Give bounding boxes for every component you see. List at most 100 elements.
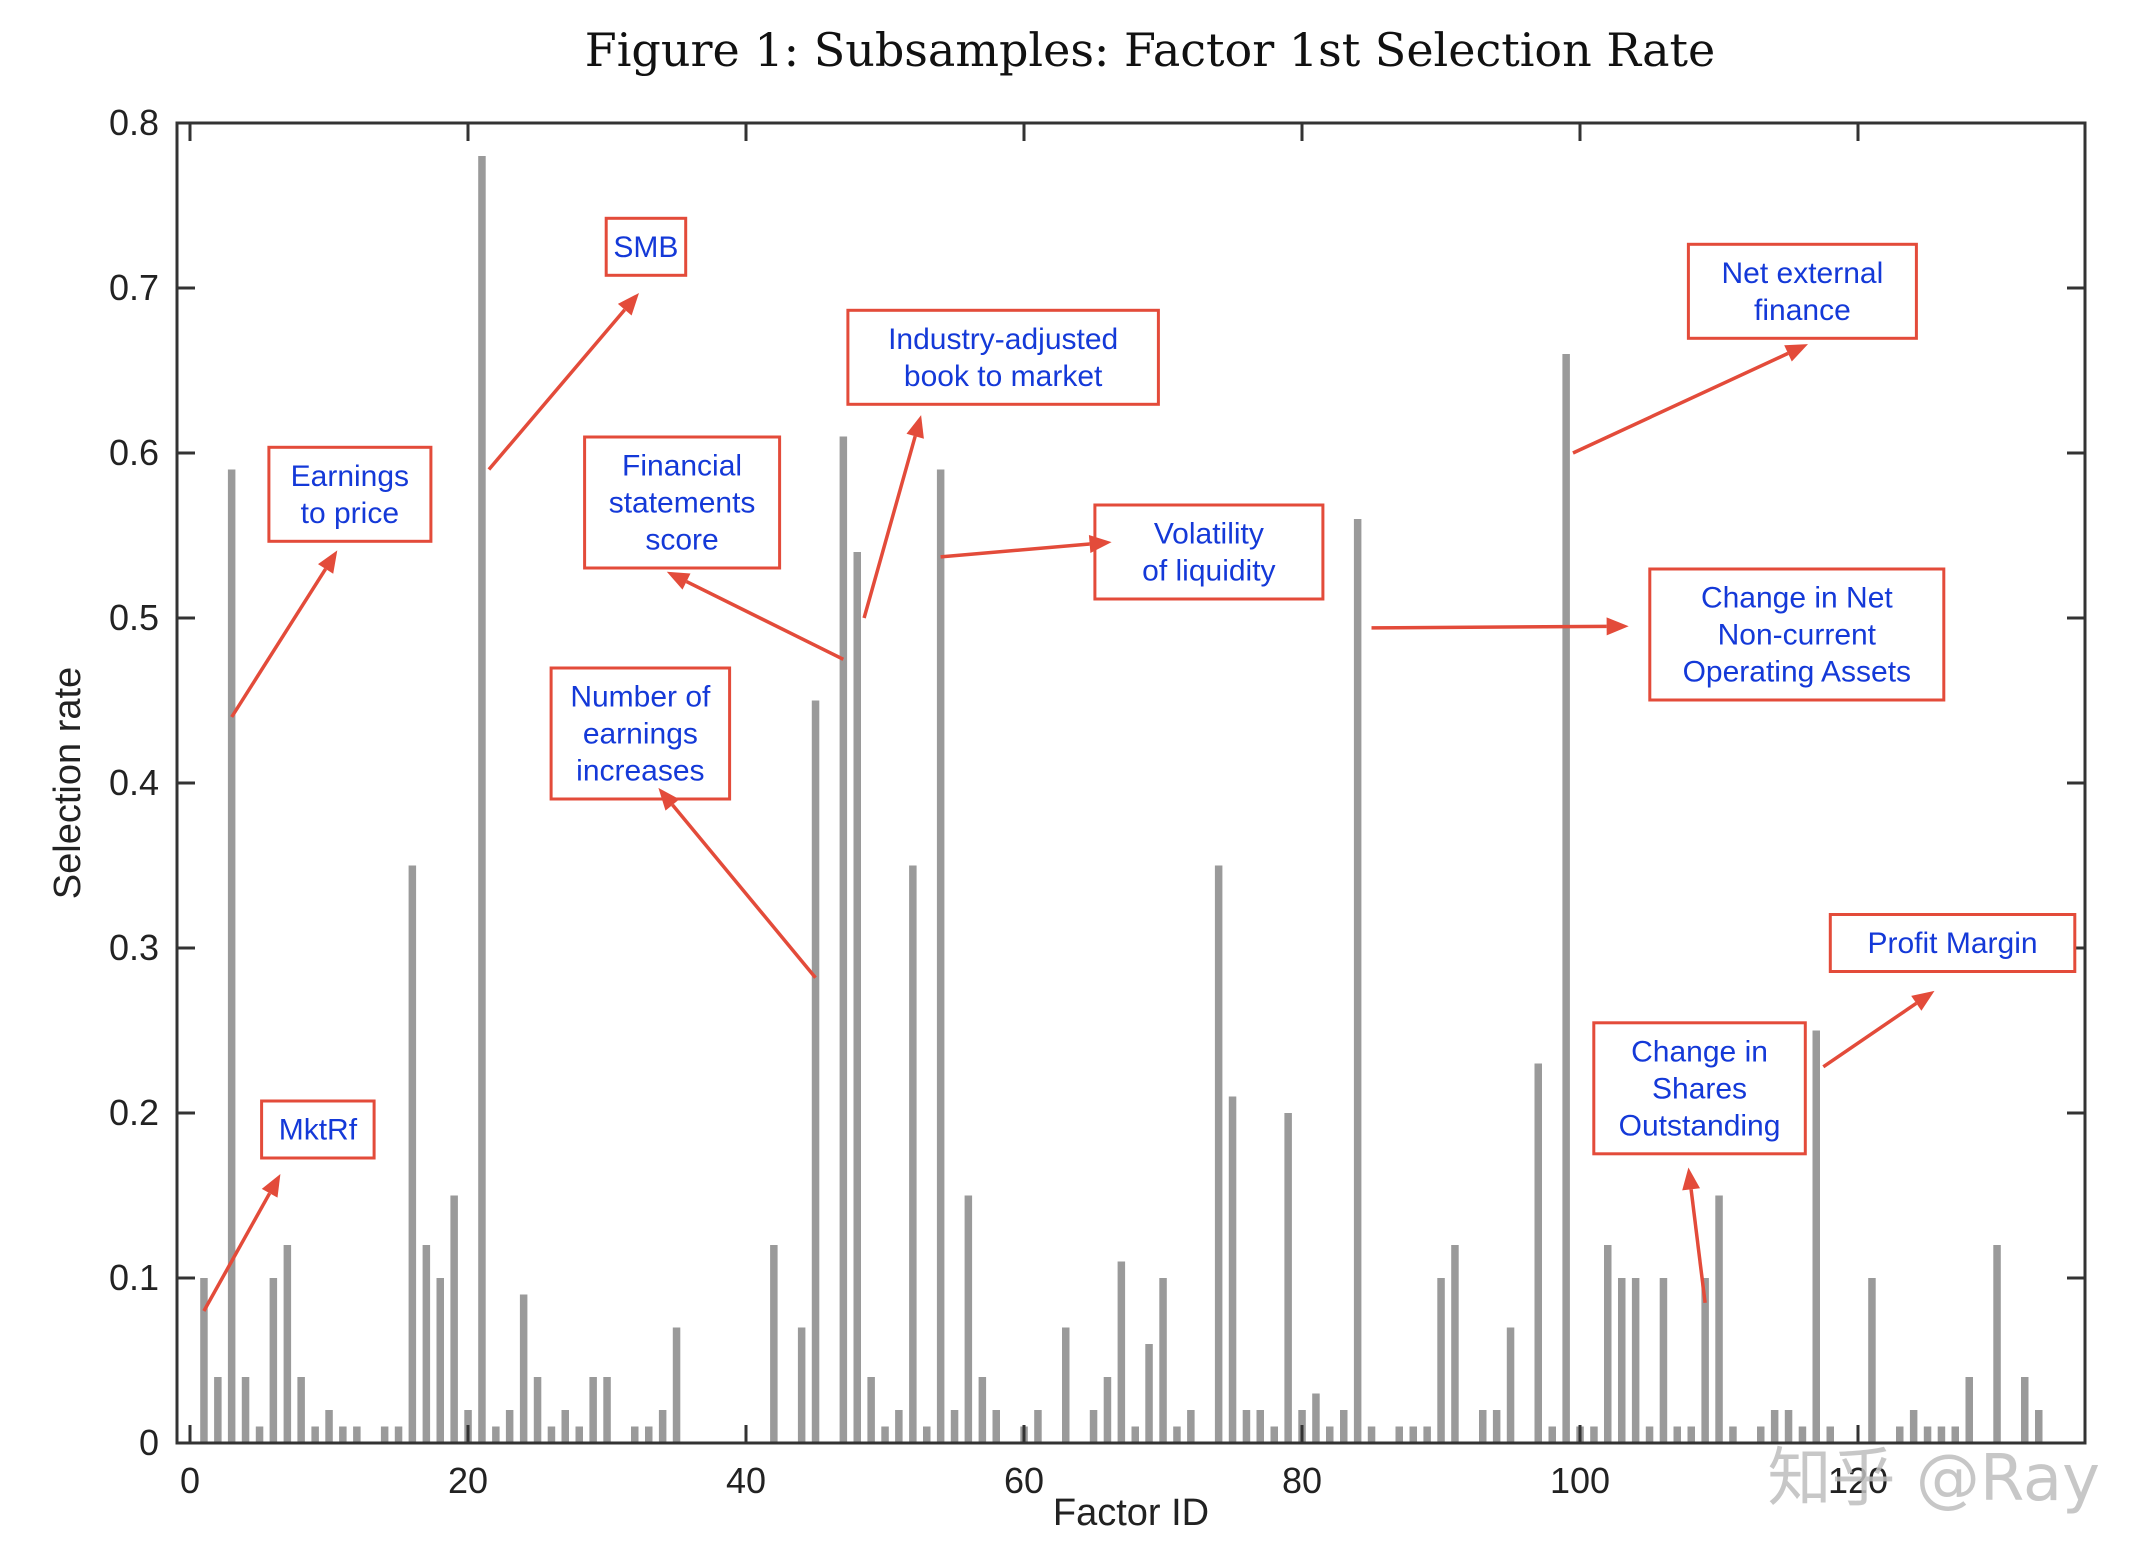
- x-tick-label: 0: [180, 1460, 200, 1501]
- annotation-text: book to market: [904, 360, 1103, 393]
- bar-factor-110: [1715, 1195, 1723, 1443]
- y-tick-label: 0.7: [109, 267, 159, 308]
- bar-factor-132: [2021, 1377, 2029, 1443]
- annotation-arrow-shaft: [671, 803, 817, 979]
- bar-factor-104: [1631, 1278, 1640, 1443]
- bar-factor-63: [1062, 1327, 1070, 1443]
- bar-factor-32: [631, 1426, 639, 1443]
- bar-factor-5: [255, 1426, 264, 1443]
- bar-factor-75: [1228, 1096, 1237, 1443]
- bar-factor-9: [311, 1426, 319, 1443]
- annotation-text: Shares: [1652, 1072, 1747, 1105]
- bar-factor-114: [1770, 1410, 1779, 1443]
- bar-factor-85: [1367, 1426, 1376, 1443]
- y-tick-label: 0.3: [109, 927, 159, 968]
- bar-factor-82: [1326, 1426, 1334, 1443]
- bar-factor-16: [408, 865, 417, 1443]
- annotation-text: Operating Assets: [1683, 656, 1911, 689]
- bar-factor-66: [1103, 1377, 1112, 1443]
- bar-factor-68: [1131, 1426, 1139, 1443]
- annotation-arrow-head: [1911, 990, 1935, 1011]
- y-tick-label: 0.2: [109, 1092, 159, 1133]
- annotation-arrow-shaft: [685, 580, 845, 661]
- bar-factor-109: [1701, 1278, 1709, 1443]
- annotation-financial-statements-score: Financial statements score: [583, 435, 845, 661]
- bar-factor-133: [2035, 1410, 2043, 1443]
- bar-factor-115: [1784, 1410, 1793, 1443]
- annotation-arrow-head: [666, 571, 691, 590]
- bar-factor-93: [1479, 1410, 1487, 1443]
- bar-factor-105: [1645, 1426, 1654, 1443]
- bar-factor-121: [1868, 1278, 1876, 1443]
- y-tick-label: 0.1: [109, 1257, 159, 1298]
- annotation-arrow-head: [1784, 344, 1808, 362]
- bar-factor-34: [658, 1410, 667, 1443]
- annotation-box: [260, 1099, 376, 1160]
- annotation-box: [583, 435, 782, 570]
- bar-factor-87: [1395, 1426, 1403, 1443]
- annotation-change-in-shares-outstanding: Change in Shares Outstanding: [1592, 1021, 1807, 1304]
- bar-factor-76: [1242, 1410, 1251, 1443]
- y-tick-label: 0.5: [109, 597, 159, 638]
- annotation-change-in-net-non-current-operating-assets: Change in Net Non-current Operating Assets: [1371, 567, 1946, 702]
- bar-factor-70: [1159, 1278, 1167, 1443]
- bar-factor-44: [797, 1327, 806, 1443]
- bar-factor-99: [1562, 354, 1570, 1443]
- bar-factor-26: [547, 1426, 556, 1443]
- annotation-box: [1828, 913, 2077, 973]
- bar-factor-65: [1089, 1410, 1098, 1443]
- bar-factor-98: [1548, 1426, 1556, 1443]
- bar-factor-8: [297, 1377, 305, 1443]
- bar-factor-14: [380, 1426, 389, 1443]
- y-tick-label: 0.8: [109, 102, 159, 143]
- annotation-number-of-earnings-increases: Number of earnings increases: [549, 666, 817, 979]
- bar-factor-47: [839, 436, 848, 1443]
- bar-factor-111: [1729, 1426, 1737, 1443]
- bar-factor-27: [561, 1410, 569, 1443]
- bar-factor-7: [283, 1245, 292, 1443]
- bar-factor-108: [1687, 1426, 1695, 1443]
- bar-factor-97: [1534, 1063, 1542, 1443]
- annotation-text: Outstanding: [1619, 1109, 1781, 1142]
- x-tick-label: 20: [448, 1460, 488, 1501]
- annotation-arrow-shaft: [940, 542, 1090, 559]
- bar-factor-17: [422, 1245, 431, 1443]
- bar-factor-15: [394, 1426, 403, 1443]
- annotation-smb: SMB: [487, 216, 688, 471]
- annotation-text: Earnings: [291, 460, 409, 493]
- y-tick-label: 0.6: [109, 432, 159, 473]
- annotation-text: earnings: [583, 718, 698, 751]
- bar-factor-90: [1437, 1278, 1445, 1443]
- bar-factor-95: [1506, 1327, 1515, 1443]
- annotation-industry-adjusted-book-to-market: Industry-adjusted book to market: [846, 308, 1160, 619]
- bar-factor-88: [1409, 1426, 1417, 1443]
- bar-factor-128: [1965, 1377, 1973, 1443]
- annotation-text: score: [645, 524, 718, 557]
- bar-factor-58: [992, 1410, 1000, 1443]
- bar-factor-118: [1826, 1426, 1834, 1443]
- annotation-arrow-head: [318, 550, 338, 574]
- bars-layer: [200, 156, 2043, 1443]
- annotation-text: Change in Net: [1701, 582, 1893, 615]
- bar-factor-83: [1340, 1410, 1348, 1443]
- bar-factor-21: [478, 156, 486, 1443]
- bar-factor-29: [589, 1377, 597, 1443]
- bar-factor-117: [1812, 1030, 1820, 1443]
- annotation-arrow-shaft: [1822, 1001, 1918, 1069]
- annotation-text: Industry-adjusted: [888, 323, 1118, 356]
- bar-factor-71: [1173, 1426, 1181, 1443]
- annotation-arrow-head: [1088, 535, 1112, 553]
- annotation-text: Number of: [570, 681, 711, 714]
- annotation-box: [1592, 1021, 1807, 1156]
- annotation-text: SMB: [613, 231, 678, 264]
- bar-factor-102: [1604, 1245, 1612, 1443]
- annotation-arrow-head: [906, 415, 924, 439]
- annotation-volatility-of-liquidity: Volatility of liquidity: [940, 503, 1325, 601]
- bar-factor-55: [950, 1410, 959, 1443]
- annotation-text: Financial: [622, 450, 742, 483]
- annotations-layer: MktRf Earnings to price SMB Financial stateme…: [202, 216, 2077, 1312]
- annotation-box: [846, 308, 1160, 406]
- bar-factor-94: [1492, 1410, 1501, 1443]
- bar-factor-50: [881, 1426, 889, 1443]
